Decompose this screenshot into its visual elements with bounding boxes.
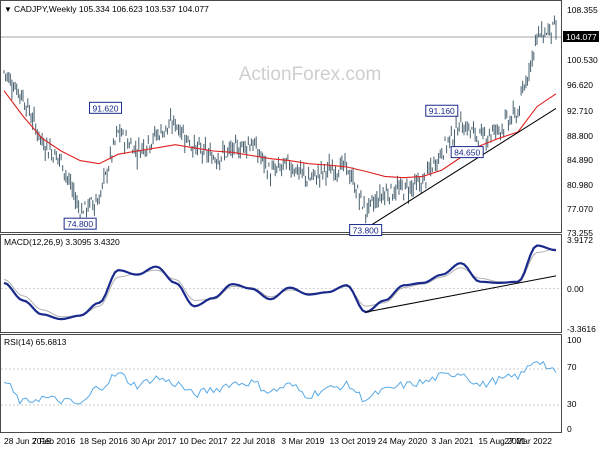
rsi-tick: 30 bbox=[567, 399, 577, 409]
macd-tick: 0.00 bbox=[567, 284, 584, 294]
x-axis-label: 3 Mar 2019 bbox=[281, 436, 324, 446]
price-panel-frame bbox=[0, 0, 562, 233]
price-annotation-label: 84.650 bbox=[454, 148, 480, 158]
macd-tick: -3.3616 bbox=[567, 324, 596, 334]
rsi-label: RSI(14) 65.6813 bbox=[4, 337, 67, 347]
x-axis-label: 18 Sep 2016 bbox=[79, 436, 127, 446]
price-tick: 84.890 bbox=[567, 155, 593, 165]
x-axis-label: 22 Jul 2018 bbox=[231, 436, 275, 446]
macd-panel-frame bbox=[0, 234, 562, 333]
price-tick: 92.710 bbox=[567, 106, 593, 116]
price-annotation-label: 91.620 bbox=[93, 103, 119, 113]
price-tick: 88.800 bbox=[567, 131, 593, 141]
price-annotation-label: 74.800 bbox=[67, 219, 93, 229]
price-tick: 77.070 bbox=[567, 204, 593, 214]
x-axis-label: 3 Jan 2021 bbox=[431, 436, 473, 446]
rsi-panel-frame bbox=[0, 334, 562, 433]
price-tick: 80.980 bbox=[567, 180, 593, 190]
macd-line bbox=[3, 244, 557, 321]
price-tick: 96.620 bbox=[567, 80, 593, 90]
x-axis-label: 30 Apr 2017 bbox=[131, 436, 177, 446]
x-axis-label: 28 Jun 2015 bbox=[4, 436, 51, 446]
price-tick: 73.255 bbox=[567, 228, 593, 238]
price-tick: 100.530 bbox=[567, 55, 598, 65]
last-price-marker bbox=[563, 31, 599, 42]
macd-label: MACD(12,26,9) 3.3095 3.4320 bbox=[4, 237, 120, 247]
x-axis-label: 7 Feb 2016 bbox=[32, 436, 75, 446]
dropdown-triangle-icon[interactable]: ▼ bbox=[4, 5, 12, 14]
rsi-line bbox=[3, 360, 557, 405]
price-annotation-label: 91.160 bbox=[429, 106, 455, 116]
x-axis-label: 15 Aug 2021 bbox=[478, 436, 526, 446]
price-trendline bbox=[365, 108, 557, 229]
price-annotation-box bbox=[349, 224, 383, 237]
price-annotation-label: 73.800 bbox=[353, 226, 379, 236]
macd-signal-line bbox=[3, 248, 557, 318]
rsi-tick: 0 bbox=[567, 424, 572, 434]
x-axis-label: 24 May 2020 bbox=[378, 436, 427, 446]
price-tick: 108.355 bbox=[567, 5, 598, 15]
price-annotation-box bbox=[63, 217, 97, 230]
price-annotation-box bbox=[89, 101, 123, 114]
rsi-tick: 100 bbox=[567, 335, 581, 345]
x-axis-label: 10 Dec 2017 bbox=[179, 436, 227, 446]
symbol-ohlc-label: CADJPY,Weekly 105.334 106.623 103.537 10… bbox=[14, 4, 209, 14]
price-annotation-box bbox=[450, 146, 484, 159]
price-axis: 108.355 100.530 96.620 92.710 88.800 84.… bbox=[567, 5, 598, 238]
macd-tick: 3.9172 bbox=[567, 235, 593, 245]
price-annotation-box bbox=[425, 104, 459, 117]
watermark-text: ActionForex.com bbox=[239, 64, 382, 85]
last-price-marker-label: 104.077 bbox=[566, 32, 597, 42]
rsi-tick: 70 bbox=[567, 362, 577, 372]
price-annotations: 91.620 74.800 73.800 91.160 84.650 bbox=[63, 101, 484, 237]
x-axis-label: 13 Oct 2019 bbox=[330, 436, 377, 446]
price-bars bbox=[3, 15, 557, 227]
macd-trendline bbox=[365, 275, 557, 313]
x-axis-label: 27 Mar 2022 bbox=[504, 436, 552, 446]
